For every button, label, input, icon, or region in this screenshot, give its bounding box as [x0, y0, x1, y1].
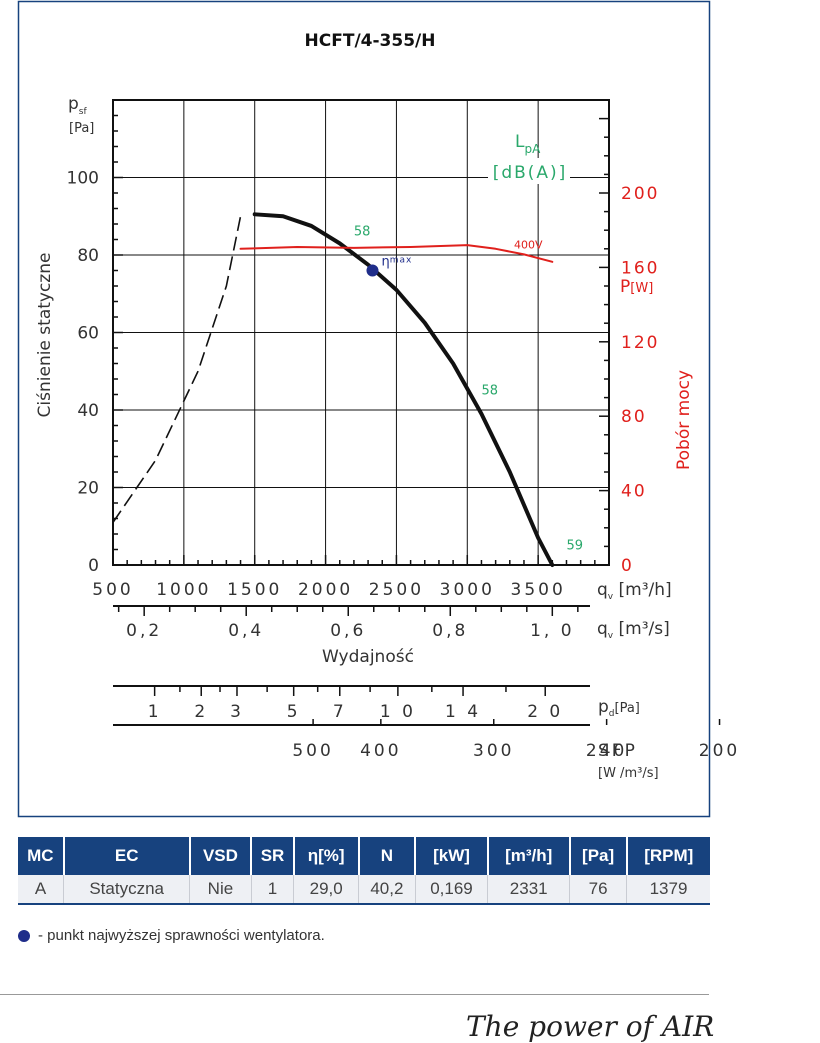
sound-level-label: 58	[354, 225, 371, 240]
chart-frame	[17, 0, 711, 818]
y-tick-label: 80	[77, 246, 99, 266]
m3s-tick-label: 0,2	[126, 621, 162, 641]
brand-tagline: The power of AIR	[466, 1010, 715, 1043]
lpa-unit: [dB(A)]	[493, 163, 568, 183]
axes	[113, 114, 609, 565]
sfp-tick-label: 300	[473, 741, 514, 761]
y-tick-label: 40	[77, 401, 99, 421]
table-row: A Statyczna Nie 1 29,0 40,2 0,169 2331 76 1379	[18, 875, 710, 905]
x-unit-label: qv [m³/h]	[597, 580, 672, 602]
y-right-axis-label: Pobór mocy	[674, 370, 694, 470]
legend: - punkt najwyższej sprawności wentylator…	[18, 927, 325, 944]
lpa-label-bg	[488, 158, 570, 184]
series-line-power	[239, 244, 554, 263]
table-cell: 29,0	[293, 875, 359, 905]
y-tick-label: 60	[77, 324, 99, 344]
m3s-tick-label: 0,8	[432, 621, 468, 641]
sound-level-label: 59	[566, 539, 583, 554]
y-axis-label: Ciśnienie statyczne	[35, 253, 55, 418]
table-header-row: MC EC VSD SR η[%] N [kW] [m³/h] [Pa] [RPM]	[18, 837, 710, 875]
m3s-tick-label: 0,4	[228, 621, 264, 641]
pd-tick-label: 1 0	[380, 702, 416, 722]
y-tick-label: 100	[67, 169, 99, 189]
x-tick-label: 500	[92, 580, 133, 600]
sfp-unit-label: [W /m³/s]	[598, 766, 659, 781]
table-cell: 2331	[487, 875, 571, 905]
table-header-cell: VSD	[189, 837, 253, 875]
pd-unit-label: pd[Pa]	[598, 697, 640, 719]
y-right-tick-label: 160	[621, 258, 659, 278]
pd-tick-label: 3	[230, 702, 244, 722]
sfp-tick-label: 240	[586, 741, 627, 761]
table-cell: 40,2	[358, 875, 416, 905]
pd-tick-label: 1	[148, 702, 162, 722]
pd-tick-label: 7	[333, 702, 347, 722]
sfp-tick-label: 200	[699, 741, 740, 761]
m3s-tick-label: 1, 0	[530, 621, 574, 641]
y-tick-label: 0	[88, 556, 99, 576]
x-tick-label: 3000	[440, 580, 495, 600]
table-cell: 76	[569, 875, 627, 905]
m3s-unit-label: qv [m³/s]	[597, 619, 670, 641]
chart-title: HCFT/4-355/H	[305, 31, 436, 51]
stall-dashed-curve	[112, 216, 242, 523]
y-right-axis-symbol: P[W]	[620, 277, 653, 297]
x-tick-label: 2000	[298, 580, 353, 600]
efficiency-point-icon	[18, 929, 30, 942]
table-header-cell: N	[358, 837, 417, 875]
eta-max-point	[366, 264, 379, 277]
table-header-cell: EC	[63, 837, 191, 875]
pd-tick-label: 1 4	[445, 702, 481, 722]
sfp-tick-label: 400	[360, 741, 401, 761]
legend-text: - punkt najwyższej sprawności wentylator…	[38, 927, 325, 944]
series-label: 400V	[514, 238, 543, 251]
pd-tick-label: 5	[287, 702, 301, 722]
footer-divider	[0, 994, 709, 995]
secondary-scales: 0,2 0,4 0,6 0,8 1, 0 qv [m³/s] Wydajność 1 2 3 5 7 1…	[113, 605, 740, 781]
sound-level-label: 58	[481, 384, 498, 399]
table-cell: 1	[251, 875, 295, 905]
pd-tick-label: 2 0	[527, 702, 563, 722]
y-right-tick-label: 120	[621, 333, 659, 353]
y-right-tick-label: 80	[621, 407, 647, 427]
y-tick-label: 20	[77, 479, 99, 499]
table-header-cell: [RPM]	[626, 837, 710, 875]
table-cell: Statyczna	[63, 875, 191, 905]
table-header-cell: [kW]	[415, 837, 489, 875]
pd-tick-label: 2	[194, 702, 208, 722]
m3s-tick-label: 0,6	[330, 621, 366, 641]
table-header-cell: [Pa]	[569, 837, 628, 875]
y-right-tick-label: 40	[621, 482, 647, 502]
x-tick-label: 1000	[156, 580, 211, 600]
table-header-cell: [m³/h]	[487, 837, 571, 875]
sfp-tick-label: 500	[292, 741, 333, 761]
x-tick-label: 1500	[227, 580, 282, 600]
table-header-cell: η[%]	[293, 837, 360, 875]
table-cell: A	[18, 875, 65, 905]
sfp-label: SFP	[598, 741, 638, 761]
table-cell: Nie	[189, 875, 252, 905]
x-axis-label: Wydajność	[322, 647, 414, 667]
y-axis-unit: [Pa]	[69, 121, 94, 136]
y-right-tick-label: 200	[621, 184, 659, 204]
series-line-pressure	[252, 212, 555, 567]
table-header-cell: MC	[18, 837, 65, 875]
x-tick-label: 3500	[511, 580, 566, 600]
parameters-table: MC EC VSD SR η[%] N [kW] [m³/h] [Pa] [RPM] A Staty…	[18, 837, 710, 905]
x-tick-label: 2500	[369, 580, 424, 600]
table-header-cell: SR	[251, 837, 295, 875]
y-right-tick-label: 0	[621, 556, 634, 576]
table-cell: 1379	[626, 875, 710, 905]
table-cell: 0,169	[415, 875, 489, 905]
